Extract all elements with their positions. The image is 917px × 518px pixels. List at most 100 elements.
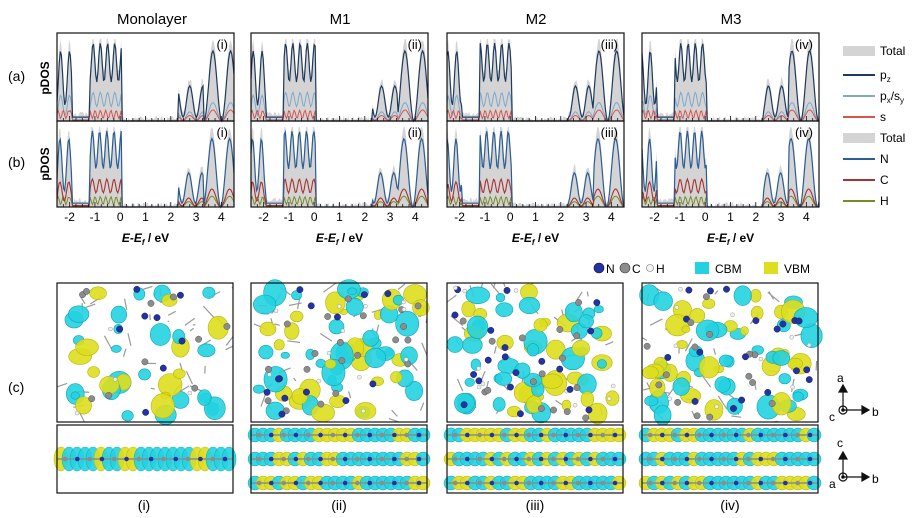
atom-c — [338, 357, 346, 365]
cbm-lobe — [495, 292, 506, 303]
vbm-lobe — [533, 318, 548, 332]
bond — [446, 294, 457, 303]
cbm-lobe — [138, 368, 151, 381]
vbm-lobe — [290, 310, 304, 323]
axis-c-dot — [841, 408, 845, 412]
atom-c — [452, 480, 458, 486]
atom-c — [501, 456, 507, 462]
cbm-lobe — [653, 291, 673, 311]
cbm-lobe — [197, 389, 212, 406]
atom-n — [709, 456, 714, 462]
atom-n — [684, 480, 690, 486]
atom-n — [367, 432, 373, 438]
atom-c — [575, 480, 581, 486]
bond — [225, 345, 234, 351]
cbm-lobe — [526, 343, 540, 357]
atom-n — [779, 320, 787, 328]
atom-h — [730, 312, 735, 317]
bond — [649, 318, 663, 326]
atom-c — [721, 456, 727, 462]
atom-c — [303, 365, 311, 373]
bond — [391, 409, 398, 417]
axes-top-view — [837, 383, 871, 416]
atom-c — [795, 432, 800, 438]
atom-h — [453, 285, 458, 291]
atom-n — [585, 406, 593, 414]
atom-c — [643, 342, 651, 350]
atom-c — [62, 456, 68, 462]
atom-n — [334, 313, 341, 321]
atom-n — [142, 408, 150, 416]
atom-c — [526, 480, 532, 486]
atom-n — [303, 388, 310, 396]
atom-c — [264, 397, 272, 405]
cbm-lobe — [121, 410, 134, 422]
atom-n — [588, 432, 593, 438]
x-tick-label: -2 — [649, 210, 660, 224]
atom-c-icon — [619, 262, 631, 274]
structure-top-frame — [641, 282, 819, 423]
cbm-lobe — [362, 329, 380, 347]
bond — [185, 370, 194, 385]
atom-h — [403, 357, 409, 362]
atom-c — [355, 456, 360, 462]
x-tick-label: 4 — [608, 210, 615, 224]
cbm-lobe — [464, 377, 475, 387]
axis-bottom-c: c — [837, 436, 843, 450]
atom-c — [556, 326, 564, 333]
atom-c — [452, 432, 458, 438]
atom-n — [723, 285, 730, 293]
atom-c — [526, 456, 532, 462]
atom-c — [770, 432, 776, 438]
atom-c — [696, 432, 702, 438]
x-tick-label: 3 — [193, 210, 200, 224]
atom-c — [600, 456, 605, 462]
atom-h — [758, 356, 764, 362]
atom-h — [363, 304, 368, 309]
atom-c — [575, 432, 581, 438]
atom-c — [488, 337, 496, 345]
structure-panels — [53, 279, 823, 494]
atom-c — [185, 456, 191, 462]
x-tick-label: 4 — [218, 210, 225, 224]
atom-c — [770, 480, 776, 486]
x-tick-label: 3 — [583, 210, 590, 224]
structure-side-1 — [53, 424, 237, 494]
atom-c — [379, 432, 385, 438]
cbm-lobe — [280, 351, 290, 359]
atom-n — [538, 357, 546, 365]
cbm-lobe — [672, 377, 690, 396]
x-axis-label: E-Ef / eV — [316, 231, 363, 247]
vbm-lobe — [750, 288, 762, 303]
bond — [319, 333, 333, 342]
cbm-lobe — [718, 354, 733, 367]
atom-c — [573, 332, 581, 340]
vbm-lobe — [702, 298, 716, 309]
vbm-lobe — [324, 359, 337, 369]
legend-b-c: C — [880, 173, 889, 187]
atom-c — [404, 456, 409, 462]
atom-h — [337, 304, 342, 309]
bond — [605, 341, 614, 346]
vbm-lobe — [259, 321, 277, 337]
atom-c — [452, 456, 458, 462]
atom-c — [281, 480, 286, 486]
vbm-lobe — [740, 326, 749, 336]
x-tick-label: 0 — [702, 210, 709, 224]
pdos-panels: (i) (i) -2 -1 0 1 2 3 4 E-Ef / eV (ii) (ii) -2 -1 0 1 2 3… — [56, 32, 820, 247]
atom-n — [367, 456, 373, 462]
bond — [143, 285, 153, 290]
atom-c — [170, 293, 177, 301]
atom-c — [355, 432, 360, 438]
atom-c — [563, 408, 571, 416]
atom-n — [141, 312, 149, 320]
atom-n — [733, 432, 739, 438]
atom-c — [195, 335, 202, 343]
atom-n — [116, 325, 123, 333]
atom-n — [514, 480, 519, 486]
atom-h — [401, 299, 406, 305]
x-axis-label: E-Ef / eV — [512, 231, 559, 247]
atom-h — [361, 408, 366, 414]
structure-top-frame — [56, 282, 234, 423]
atom-c — [344, 295, 352, 303]
